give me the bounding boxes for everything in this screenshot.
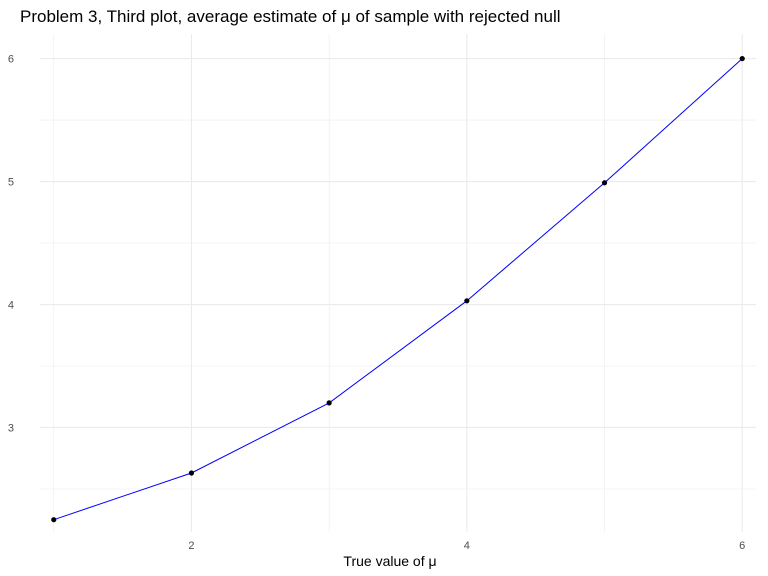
data-point bbox=[601, 180, 608, 186]
x-tick-label: 4 bbox=[464, 540, 470, 552]
chart-title: Problem 3, Third plot, average estimate … bbox=[20, 7, 561, 26]
data-point bbox=[464, 298, 470, 304]
x-tick-label: 6 bbox=[739, 540, 745, 552]
grid-lines bbox=[40, 34, 756, 532]
y-tick-label: 4 bbox=[8, 300, 14, 312]
data-point bbox=[188, 470, 195, 476]
y-tick-label: 3 bbox=[8, 422, 14, 434]
tick-labels: 3 4 5 6 2 4 6 bbox=[8, 54, 745, 552]
data-point bbox=[51, 517, 57, 523]
x-axis-title: True value of μ bbox=[343, 553, 436, 569]
series-line bbox=[53, 58, 743, 521]
data-point bbox=[326, 400, 332, 406]
y-tick-label: 5 bbox=[8, 177, 14, 189]
data-point bbox=[739, 55, 745, 62]
x-tick-label: 2 bbox=[188, 540, 194, 552]
y-tick-label: 6 bbox=[8, 54, 14, 66]
data-series bbox=[51, 55, 745, 523]
